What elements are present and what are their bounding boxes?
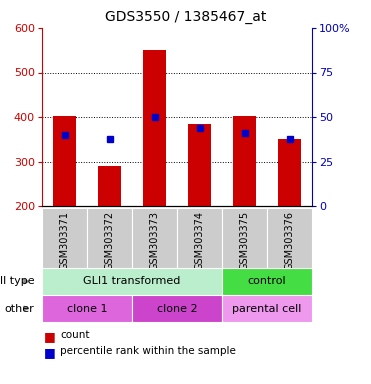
Bar	[267, 208, 312, 268]
Text: GSM303374: GSM303374	[194, 211, 204, 270]
Text: GSM303373: GSM303373	[150, 211, 160, 270]
Bar	[42, 208, 87, 268]
Text: count: count	[60, 330, 89, 340]
Text: GLI1 transformed: GLI1 transformed	[83, 276, 181, 286]
Text: ■: ■	[44, 330, 56, 343]
Bar	[278, 139, 301, 206]
Bar	[42, 268, 222, 295]
Text: GSM303376: GSM303376	[285, 211, 295, 270]
Text: control: control	[248, 276, 286, 286]
Bar	[132, 208, 177, 268]
Bar	[222, 295, 312, 322]
Text: GSM303375: GSM303375	[240, 211, 250, 270]
Text: percentile rank within the sample: percentile rank within the sample	[60, 346, 236, 356]
Text: GSM303371: GSM303371	[59, 211, 69, 270]
Bar	[177, 208, 222, 268]
Text: parental cell: parental cell	[232, 303, 302, 313]
Bar	[222, 208, 267, 268]
Bar	[87, 208, 132, 268]
Bar	[53, 116, 76, 206]
Bar	[132, 295, 222, 322]
Bar	[188, 124, 211, 206]
Text: GSM303372: GSM303372	[105, 211, 115, 270]
Bar	[222, 268, 312, 295]
Bar	[42, 295, 132, 322]
Text: GDS3550 / 1385467_at: GDS3550 / 1385467_at	[105, 10, 266, 23]
Text: clone 1: clone 1	[67, 303, 107, 313]
Text: cell type: cell type	[0, 276, 35, 286]
Text: ■: ■	[44, 346, 56, 359]
Text: other: other	[5, 303, 35, 313]
Text: clone 2: clone 2	[157, 303, 197, 313]
Bar	[98, 166, 121, 206]
Bar	[233, 116, 256, 206]
Bar	[143, 50, 166, 206]
